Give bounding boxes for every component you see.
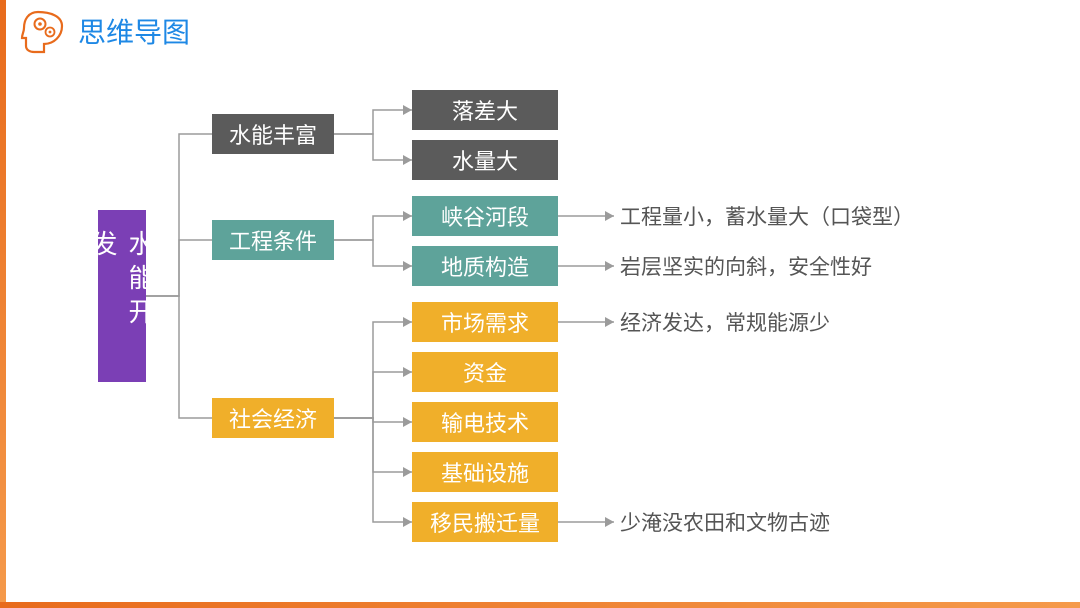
note-b2l2: 岩层坚实的向斜，安全性好	[620, 246, 872, 286]
leaf-b3l2: 资金	[412, 352, 558, 392]
leaf-b3l5: 移民搬迁量	[412, 502, 558, 542]
note-b3l1: 经济发达，常规能源少	[620, 302, 830, 342]
page-title: 思维导图	[78, 11, 190, 51]
note-b3l5: 少淹没农田和文物古迹	[620, 502, 830, 542]
leaf-b2l1: 峡谷河段	[412, 196, 558, 236]
leaf-b3l4: 基础设施	[412, 452, 558, 492]
note-b2l1: 工程量小，蓄水量大（口袋型）	[620, 196, 914, 236]
brain-gear-icon	[18, 8, 70, 54]
leaf-b1l2: 水量大	[412, 140, 558, 180]
header: 思维导图	[18, 8, 190, 54]
mindmap-diagram: 水能开发 水能丰富 落差大水量大工程条件 峡谷河段 工程量小，蓄水量大（口袋型） 地质构造…	[0, 80, 1080, 600]
root-node: 水能开发	[98, 210, 146, 382]
leaf-b1l1: 落差大	[412, 90, 558, 130]
leaf-b2l2: 地质构造	[412, 246, 558, 286]
leaf-b3l1: 市场需求	[412, 302, 558, 342]
accent-border-bottom	[0, 602, 1080, 608]
branch-b3: 社会经济	[212, 398, 334, 438]
branch-b2: 工程条件	[212, 220, 334, 260]
branch-b1: 水能丰富	[212, 114, 334, 154]
leaf-b3l3: 输电技术	[412, 402, 558, 442]
